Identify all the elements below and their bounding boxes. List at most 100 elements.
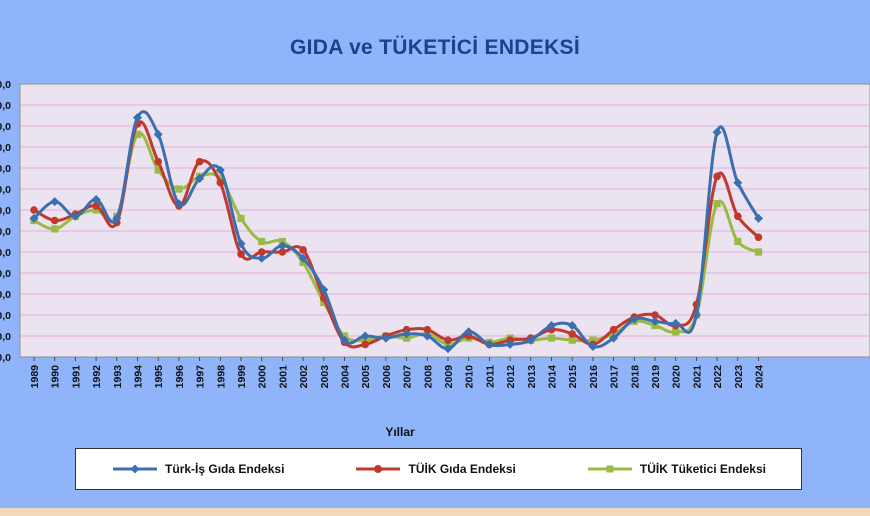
series-line: [33, 131, 760, 346]
data-point: [754, 213, 763, 223]
data-point: [195, 174, 205, 183]
series-layer: [29, 110, 763, 354]
data-point: [443, 344, 453, 354]
data-point: [133, 113, 142, 123]
legend-marker: [606, 465, 614, 473]
x-tick-label: 2018: [629, 365, 641, 389]
x-tick-label: 2004: [340, 365, 352, 389]
data-point: [29, 213, 39, 223]
x-tick-label: 2016: [588, 365, 600, 389]
data-point: [423, 325, 432, 334]
data-point: [195, 157, 204, 166]
data-point: [112, 213, 122, 223]
y-tick-label: 120,0: [0, 100, 11, 112]
chart-title: GIDA ve TÜKETİCİ ENDEKSİ: [290, 36, 580, 59]
x-tick-label: 2019: [650, 365, 662, 389]
x-tick-label: 1999: [236, 365, 248, 389]
data-point: [651, 311, 659, 319]
x-tick-label: 1998: [215, 365, 227, 389]
data-point: [629, 314, 639, 324]
data-point: [547, 321, 556, 330]
x-tick-label: 2006: [381, 365, 393, 389]
x-tick-label: 2008: [422, 365, 434, 389]
data-point: [444, 336, 452, 345]
y-tick-label: 10,0: [0, 331, 11, 343]
data-point: [609, 325, 618, 334]
x-tick-label: 1990: [50, 365, 62, 389]
x-tick-label: 2023: [733, 365, 745, 389]
x-tick-label: 1997: [195, 365, 207, 389]
data-point: [175, 185, 183, 193]
data-point: [154, 157, 162, 166]
legend-swatch: [587, 465, 632, 473]
data-point: [733, 178, 743, 188]
x-tick-label: 1989: [29, 365, 41, 389]
data-point: [734, 237, 742, 246]
chart-legend: Türk-İş Gıda Endeksi TÜİK Gıda Endeksi TÜİ…: [75, 448, 802, 490]
y-tick-label: 50,0: [0, 247, 11, 259]
x-tick-label: 2003: [319, 365, 331, 389]
legend-marker: [374, 465, 383, 473]
data-point: [153, 129, 163, 139]
data-point: [50, 197, 60, 207]
x-tick-label: 1991: [70, 365, 82, 389]
x-tick-label: 2015: [567, 365, 579, 389]
x-tick-label: 2022: [712, 365, 724, 389]
data-point: [712, 127, 722, 137]
x-axis-ticks: 1989 1990 1991 1992 1993 1994 1995 1996 1997 1998…: [29, 357, 766, 388]
series-line: [33, 120, 760, 349]
data-point: [237, 214, 245, 222]
x-tick-label: 2000: [257, 365, 269, 389]
x-tick-label: 2010: [464, 365, 476, 389]
x-tick-label: 2001: [277, 365, 289, 389]
x-axis-label: Yıllar: [385, 425, 415, 439]
x-tick-label: 2002: [298, 365, 310, 389]
x-tick-label: 2012: [505, 365, 517, 389]
x-tick-label: 1996: [174, 365, 186, 389]
bottom-strip: [0, 508, 870, 516]
x-tick-label: 2021: [691, 365, 703, 389]
y-tick-label: 90,0: [0, 163, 11, 175]
data-point: [70, 211, 80, 221]
x-tick-label: 2017: [609, 365, 621, 389]
data-point: [92, 206, 100, 214]
data-point: [713, 172, 721, 181]
legend-label: TÜİK Tüketici Endeksi: [639, 462, 766, 476]
data-point: [215, 165, 225, 175]
x-tick-label: 2005: [360, 365, 372, 389]
data-point: [381, 333, 391, 343]
data-point: [568, 330, 576, 338]
x-tick-label: 1993: [112, 365, 124, 389]
data-point: [713, 200, 721, 208]
data-point: [236, 239, 246, 249]
data-point: [526, 335, 536, 345]
data-point: [650, 316, 660, 326]
y-tick-label: 130,0: [0, 79, 11, 91]
y-tick-label: 30,0: [0, 289, 11, 301]
legend-marker: [130, 464, 140, 474]
data-point: [340, 335, 349, 345]
data-point: [589, 336, 597, 344]
x-tick-label: 2024: [754, 365, 766, 389]
data-point: [609, 333, 619, 343]
data-point: [672, 328, 680, 336]
data-point: [133, 130, 142, 138]
data-point: [154, 166, 162, 174]
data-point: [91, 195, 101, 204]
data-point: [505, 339, 515, 349]
x-tick-label: 2020: [671, 365, 683, 389]
data-point: [237, 250, 245, 258]
data-point: [257, 248, 266, 256]
x-tick-label: 2009: [443, 365, 455, 389]
y-tick-label: 70,0: [0, 205, 11, 217]
data-point: [691, 310, 701, 320]
data-point: [567, 321, 577, 330]
data-point: [464, 327, 474, 337]
y-tick-label: 100,0: [0, 142, 11, 154]
x-tick-label: 2013: [526, 365, 538, 389]
data-point: [174, 199, 184, 209]
series-1: [29, 110, 763, 354]
data-point: [30, 206, 38, 214]
x-tick-label: 1995: [153, 365, 165, 389]
